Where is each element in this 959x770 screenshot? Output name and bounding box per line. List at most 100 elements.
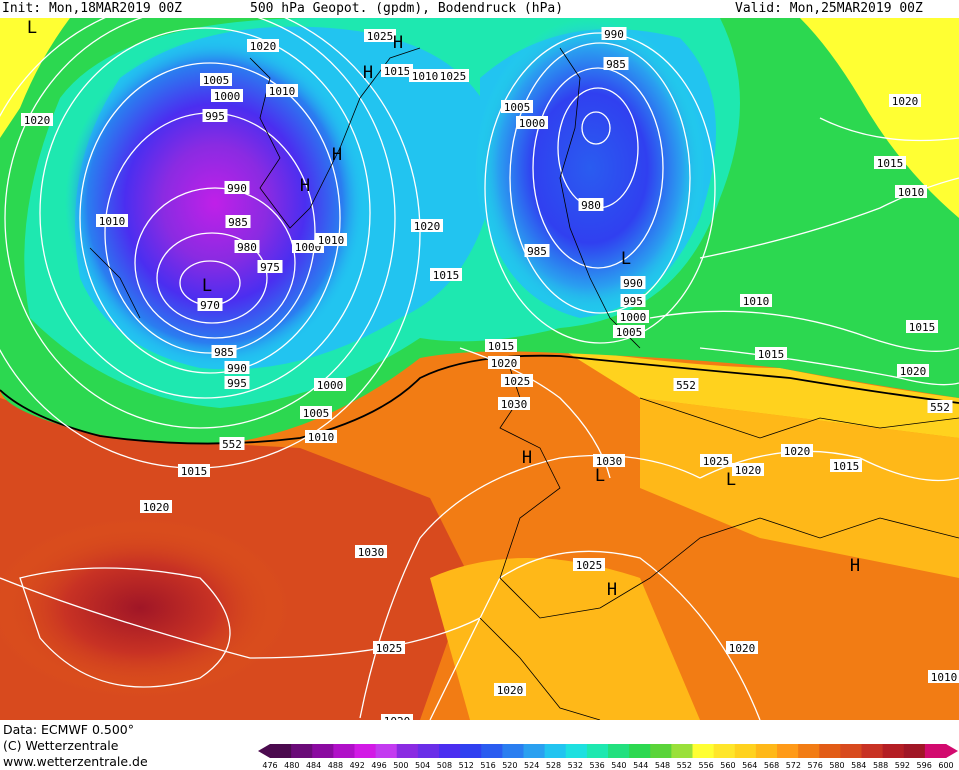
isobar-label-box [314, 378, 346, 391]
isobar-label: 1010 [898, 186, 925, 199]
isobar-label: 1015 [181, 465, 208, 478]
scale-tick-label: 516 [480, 761, 495, 770]
scale-tick-label: 544 [633, 761, 648, 770]
isobar-label-box [889, 94, 921, 107]
scale-tick-label: 568 [764, 761, 779, 770]
isobar-label: 985 [527, 245, 547, 258]
isobar-label: 1030 [358, 546, 385, 559]
scale-swatch [375, 744, 398, 758]
low-west-core [65, 38, 365, 368]
copyright-line: (C) Wetterzentrale [3, 738, 119, 753]
scale-tick-label: 592 [895, 761, 910, 770]
isobar-label: 1000 [519, 117, 546, 130]
scale-swatch [798, 744, 820, 758]
isobar-label: 1015 [488, 340, 515, 353]
scale-arrow-right [946, 744, 958, 758]
isobar-label-box [96, 214, 128, 227]
isobar-label: 1020 [250, 40, 277, 53]
isobar-label-box [897, 364, 929, 377]
scale-swatch [861, 744, 884, 758]
scale-swatch [713, 744, 736, 758]
isobar-label-box [613, 325, 645, 338]
isobar-label-box [305, 430, 337, 443]
scale-tick-label: 476 [262, 761, 277, 770]
isobar-label-box [732, 463, 764, 476]
isobar-label: 995 [227, 377, 247, 390]
isobar-label: 1020 [143, 501, 170, 514]
isobar-label: 980 [581, 199, 601, 212]
scale-swatch [924, 744, 947, 758]
isobar-label-box [740, 294, 772, 307]
isobar-label-box [381, 714, 413, 720]
isobar-label-box [21, 113, 53, 126]
scale-tick-label: 584 [851, 761, 866, 770]
isobar-label-box [430, 268, 462, 281]
isobar-label: 1015 [384, 65, 411, 78]
geopot-label: 552 [222, 438, 242, 451]
chart-header: Init: Mon,18MAR2019 00Z 500 hPa Geopot. … [0, 0, 959, 18]
color-scale: 476 480 484 488 492 496 500 504 508 512 516 520 524 5… [258, 744, 958, 770]
warm-field-northwest [0, 18, 70, 138]
scale-swatch [692, 744, 715, 758]
isobar-label-box [211, 345, 237, 358]
website-link[interactable]: www.wetterzentrale.de [3, 754, 148, 769]
isobar-label: 1020 [784, 445, 811, 458]
scale-tick-label: 484 [306, 761, 321, 770]
isobar-label: 1010 [931, 671, 958, 684]
isobar-label: 985 [228, 216, 248, 229]
scale-swatch [354, 744, 377, 758]
isobar-label-box [197, 298, 223, 311]
warm-field-iberia [430, 558, 700, 720]
warm-field-east [640, 398, 959, 578]
geopot-label: 552 [930, 401, 950, 414]
isobar-label-box [225, 215, 251, 228]
scale-swatch [840, 744, 862, 758]
isobar-label-box [906, 320, 938, 333]
yellow-band [560, 348, 959, 438]
isobar-label: 1020 [414, 220, 441, 233]
scale-swatch [755, 744, 778, 758]
high-pressure-marker: H [607, 580, 617, 600]
isobar-label: 1020 [24, 114, 51, 127]
scale-tick-label: 552 [677, 761, 692, 770]
isobar-label-box [224, 376, 250, 389]
scale-tick-label: 480 [284, 761, 299, 770]
geopot-label-box [927, 400, 953, 413]
isobar-label: 1030 [596, 455, 623, 468]
isobar-label: 1015 [877, 157, 904, 170]
isobar-label: 1010 [743, 295, 770, 308]
scale-swatch [903, 744, 926, 758]
isobar-label-box [315, 233, 347, 246]
isobar-label: 990 [227, 362, 247, 375]
isobar-label-box [300, 406, 332, 419]
isobar-label: 1025 [367, 30, 394, 43]
scale-swatch [565, 744, 588, 758]
isobar-label: 975 [260, 261, 280, 274]
geopot-label-box [673, 378, 699, 391]
scale-tick-label: 504 [415, 761, 430, 770]
scale-swatch [882, 744, 905, 758]
isobar-label-box [411, 219, 443, 232]
isobar-label-box [516, 116, 548, 129]
scale-tick-label: 580 [829, 761, 844, 770]
isobar-label: 1020 [497, 684, 524, 697]
isobar-label-box [895, 185, 927, 198]
isobar-label-box [266, 84, 298, 97]
isobar-label: 990 [623, 277, 643, 290]
scale-tick-label: 588 [873, 761, 888, 770]
scale-tick-label: 556 [698, 761, 713, 770]
isobar-label: 1000 [214, 90, 241, 103]
isobar-label: 1020 [491, 357, 518, 370]
isobar-label: 1000 [620, 311, 647, 324]
isobar-label-box [381, 64, 413, 77]
high-pressure-marker: H [522, 448, 532, 468]
scale-swatch [819, 744, 841, 758]
scale-tick-label: 596 [917, 761, 932, 770]
isobar-label: 1005 [203, 74, 230, 87]
low-pressure-marker: L [27, 18, 37, 38]
scale-swatch [650, 744, 672, 758]
isobar-label-box [501, 100, 533, 113]
isobar-label-box [928, 670, 959, 683]
scale-swatch [439, 744, 461, 758]
isobar-label: 990 [604, 28, 624, 41]
